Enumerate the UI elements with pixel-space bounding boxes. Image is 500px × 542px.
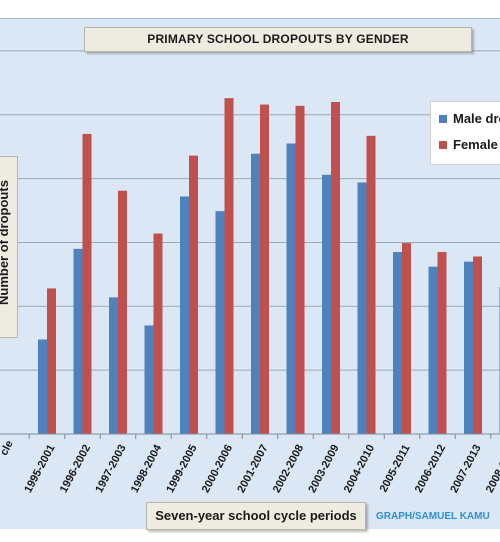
x-tick-label-2002-2008: 2002-2008: [271, 443, 306, 495]
bar-male-2002-2008: [286, 143, 296, 434]
bar-male-2007-2013: [464, 261, 473, 434]
bar-male-1996-2002: [73, 248, 83, 434]
y-axis-label: Number of dropouts: [0, 180, 11, 305]
x-tick-label-2003-2009: 2003-2009: [306, 443, 341, 495]
bar-male-1997-2003: [109, 297, 118, 434]
bar-female-2003-2009: [331, 102, 340, 434]
bar-female-2004-2010: [366, 135, 376, 434]
chart-title: PRIMARY SCHOOL DROPOUTS BY GENDER: [84, 27, 472, 52]
graph-credit: GRAPH/SAMUEL KAMU: [376, 511, 490, 522]
x-tick-label-2007-2013: 2007-2013: [448, 443, 483, 495]
chart-frame: 1995-2001 1996-2002 1997-2003 1998-2004 1999…: [0, 18, 500, 529]
bar-female-1996-2002: [82, 133, 92, 434]
x-tick-label-2006-2012: 2006-2012: [413, 443, 448, 495]
x-tick-label-2004-2010: 2004-2010: [342, 443, 377, 495]
bar-female-2000-2006: [224, 98, 234, 435]
legend-swatch-female: [439, 141, 447, 149]
bars: [38, 98, 500, 435]
bar-female-2002-2008: [295, 105, 305, 434]
x-tick-label-2008-2014: 2008-2014: [484, 442, 500, 495]
x-tick-label-2001-2007: 2001-2007: [235, 443, 270, 495]
bar-male-2005-2011: [393, 252, 402, 434]
bar-male-2001-2007: [251, 153, 260, 434]
legend-label-male: Male dropouts: [453, 111, 500, 126]
bar-female-2005-2011: [402, 243, 411, 434]
bar-female-1998-2004: [153, 233, 163, 434]
bar-female-1995-2001: [47, 288, 56, 434]
bar-female-2006-2012: [437, 252, 447, 434]
x-tick-label-2000-2006: 2000-2006: [200, 443, 235, 495]
bar-chart: 1995-2001 1996-2002 1997-2003 1998-2004 1999…: [0, 19, 500, 495]
bar-female-1999-2005: [189, 155, 198, 434]
x-tick-label-1997-2003: 1997-2003: [93, 443, 128, 495]
x-tick-label-1995-2001: 1995-2001: [22, 443, 57, 495]
bar-male-1998-2004: [144, 325, 154, 434]
bar-female-2001-2007: [260, 104, 269, 435]
legend-label-female: Female dropouts: [453, 137, 500, 152]
bar-female-1997-2003: [118, 190, 127, 434]
bar-male-2000-2006: [215, 211, 225, 434]
bar-female-2007-2013: [473, 256, 482, 434]
y-axis-label-box: [0, 156, 18, 338]
bar-male-1999-2005: [180, 196, 189, 434]
legend: Male dropouts Female dropouts: [430, 101, 500, 165]
bar-male-2003-2009: [322, 174, 331, 435]
x-tick-label-2005-2011: 2005-2011: [378, 443, 413, 495]
bar-male-1995-2001: [38, 339, 47, 434]
x-tick-label-1999-2005: 1999-2005: [164, 443, 199, 495]
legend-swatch-male: [439, 115, 447, 123]
x-axis-ticks: 1995-2001 1996-2002 1997-2003 1998-2004 1999…: [22, 434, 500, 495]
x-axis-title: Seven-year school cycle periods: [146, 502, 366, 530]
bar-male-2006-2012: [428, 266, 438, 434]
bar-male-2004-2010: [357, 182, 367, 434]
x-tick-label-1996-2002: 1996-2002: [58, 443, 93, 495]
x-tick-label-1998-2004: 1998-2004: [129, 442, 165, 495]
